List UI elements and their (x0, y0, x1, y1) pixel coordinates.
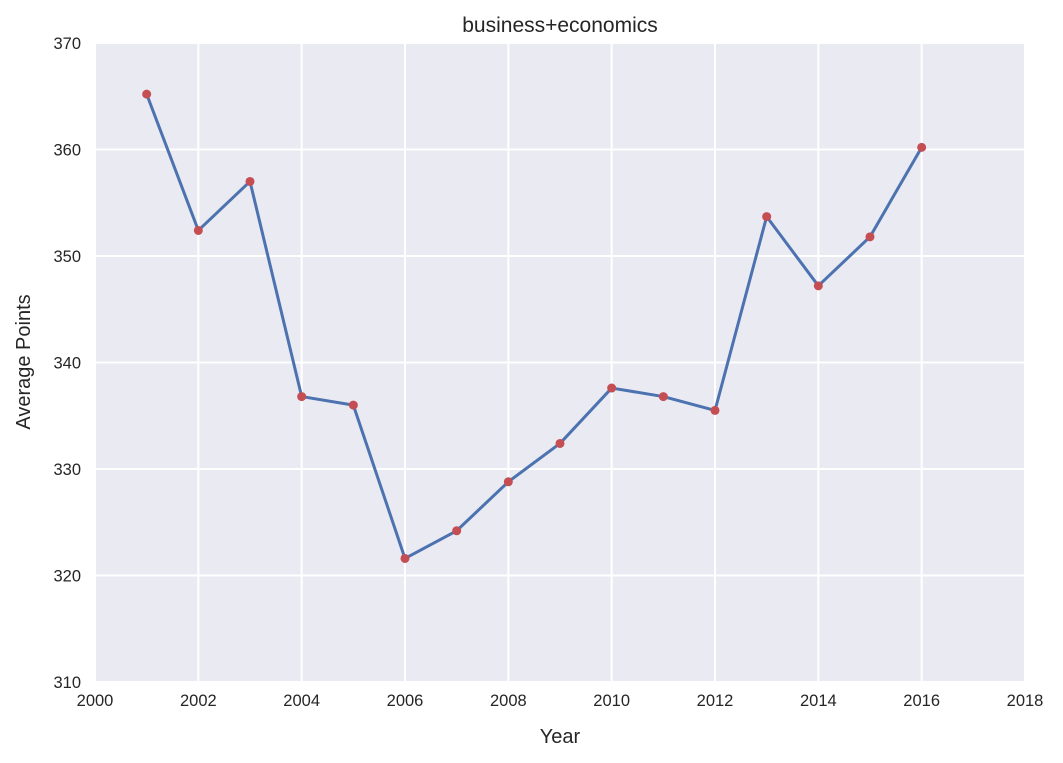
data-point (710, 405, 720, 415)
y-tick-label: 320 (53, 568, 81, 586)
series-line-layer (145, 92, 924, 560)
data-point (555, 438, 565, 448)
data-point (658, 392, 668, 402)
data-point (193, 225, 203, 235)
data-point (813, 281, 823, 291)
x-tick-label: 2018 (1007, 692, 1044, 710)
x-tick-label: 2000 (77, 692, 114, 710)
y-tick-label: 310 (53, 674, 81, 692)
x-tick-label: 2006 (387, 692, 424, 710)
data-point (142, 89, 152, 99)
data-point (865, 232, 875, 242)
data-point (297, 392, 307, 402)
data-point (400, 553, 410, 563)
series-line (145, 92, 924, 560)
data-point (917, 142, 927, 152)
data-point (245, 176, 255, 186)
x-tick-labels: 2000 2002 2004 2006 2008 2010 2012 2014 2016 2018 (77, 692, 1044, 710)
y-tick-label: 330 (53, 461, 81, 479)
x-tick-label: 2002 (180, 692, 217, 710)
y-tick-label: 340 (53, 355, 81, 373)
chart-title: business+economics (462, 14, 658, 37)
x-tick-label: 2014 (800, 692, 837, 710)
data-point (762, 212, 772, 222)
x-tick-label: 2016 (903, 692, 940, 710)
x-tick-label: 2012 (697, 692, 734, 710)
y-tick-label: 350 (53, 248, 81, 266)
y-tick-label: 360 (53, 142, 81, 160)
y-tick-label: 370 (53, 35, 81, 53)
x-axis-title: Year (540, 726, 581, 748)
data-point (503, 477, 513, 487)
data-points (142, 89, 927, 563)
y-tick-labels: 310 320 330 340 350 360 370 (53, 35, 81, 692)
y-axis-title: Average Points (13, 294, 35, 429)
data-point (452, 526, 462, 536)
x-tick-label: 2008 (490, 692, 527, 710)
x-tick-label: 2010 (593, 692, 630, 710)
data-point (607, 383, 617, 393)
x-tick-label: 2004 (283, 692, 320, 710)
data-point (348, 400, 358, 410)
